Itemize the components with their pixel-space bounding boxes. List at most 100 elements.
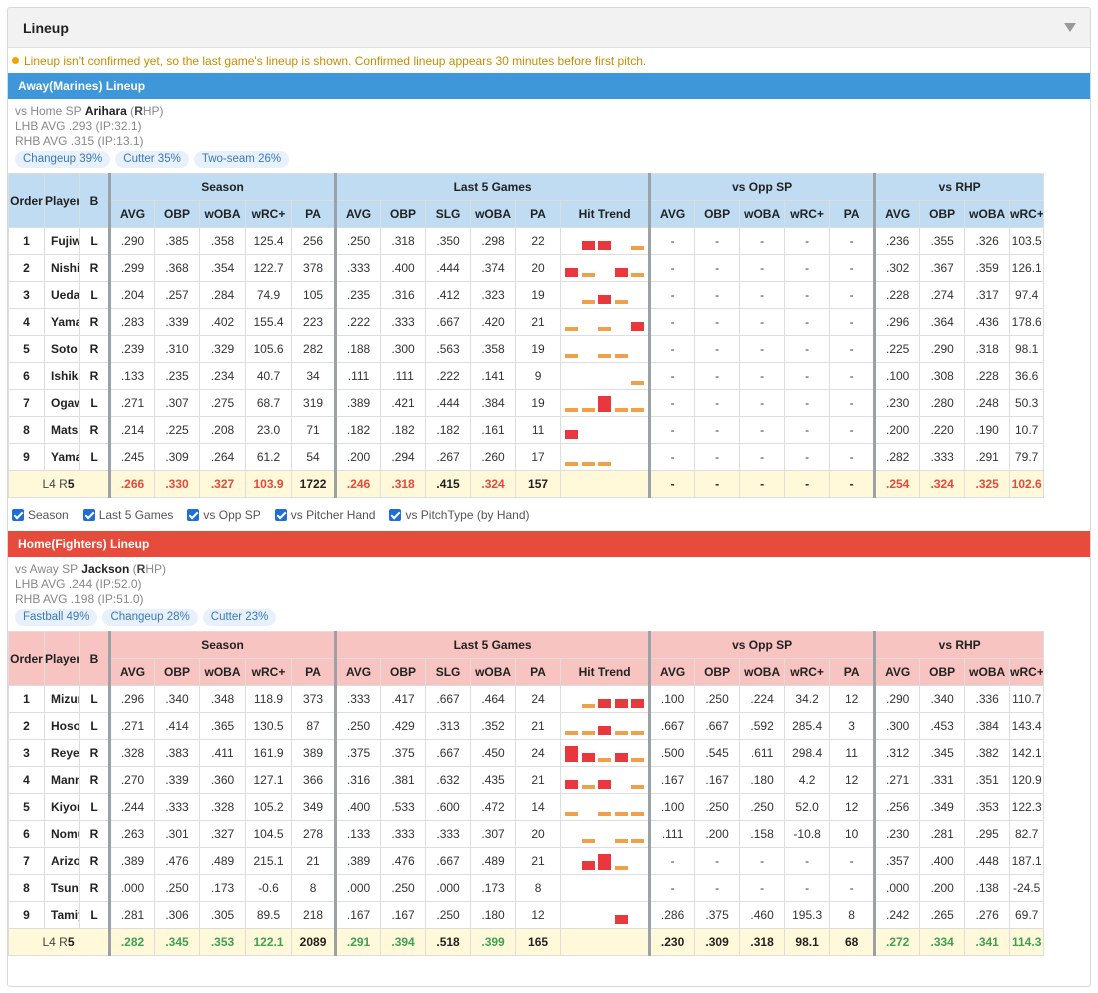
table-row[interactable]: 9TamiyaL.281.306.30589.5218.167.167.250.… [8, 901, 1045, 929]
table-row[interactable]: 1FujiwaraL.290.385.358125.4256.250.318.3… [8, 227, 1045, 255]
player-name[interactable]: Fujiwara [44, 227, 80, 255]
col-last5-woba[interactable]: wOBA [470, 200, 517, 228]
player-name[interactable]: Nishikawa [44, 254, 80, 282]
col-rhp-obp[interactable]: OBP [919, 658, 966, 686]
table-row[interactable]: 3 Ueda L .204.257.284 74.9 105.235.316.412.32… [8, 281, 1045, 309]
table-row[interactable]: 5 Soto R .239.310.329 105.6 282.188.300.563.3… [8, 335, 1045, 363]
lineup-header[interactable]: Lineup [8, 8, 1090, 48]
col-opp-obp[interactable]: OBP [694, 658, 741, 686]
group-season[interactable]: Season [107, 173, 337, 201]
player-name[interactable]: Reyes [44, 739, 80, 767]
col-last5-pa[interactable]: PA [515, 200, 562, 228]
player-name[interactable]: Ogawa [44, 389, 80, 417]
filter-vs-pitcher-hand[interactable]: vs Pitcher Hand [274, 508, 375, 522]
col-season-wrc[interactable]: wRC+ [245, 658, 292, 686]
filter-season[interactable]: Season [12, 508, 69, 522]
group-vs-rhp[interactable]: vs RHP [873, 631, 1045, 659]
col-opp-wrc[interactable]: wRC+ [784, 658, 831, 686]
col-last5-obp[interactable]: OBP [380, 658, 427, 686]
checkbox-checked-icon[interactable] [82, 508, 95, 521]
col-last5-woba[interactable]: wOBA [470, 658, 517, 686]
player-name[interactable]: Kiyomiya [44, 793, 80, 821]
table-row[interactable]: 2HosokawaL.271.414.365130.587.250.429.31… [8, 712, 1045, 740]
col-opp-pa[interactable]: PA [829, 200, 876, 228]
table-row[interactable]: 8TsuneyaR.000.250.173-0.68.000.250.000.1… [8, 874, 1045, 902]
sp-name[interactable]: Jackson [81, 562, 130, 576]
checkbox-checked-icon[interactable] [274, 508, 287, 521]
player-name[interactable]: Soto [44, 335, 80, 363]
player-name[interactable]: Mannami [44, 766, 80, 794]
filter-last-5-games[interactable]: Last 5 Games [82, 508, 173, 522]
col-last5-hittrend[interactable]: Hit Trend [560, 200, 651, 228]
col-rhp-avg[interactable]: AVG [873, 658, 921, 686]
group-vs-opp-sp[interactable]: vs Opp SP [648, 631, 876, 659]
player-name[interactable]: Ueda [44, 281, 80, 309]
player-name[interactable]: Tsuneya [44, 874, 80, 902]
col-season-avg[interactable]: AVG [108, 658, 155, 686]
col-last5-avg[interactable]: AVG [334, 200, 382, 228]
col-last5-pa[interactable]: PA [515, 658, 562, 686]
col-last5-slg[interactable]: SLG [425, 658, 472, 686]
col-season-woba[interactable]: wOBA [199, 658, 246, 686]
sp-name[interactable]: Arihara [84, 104, 127, 118]
col-rhp-woba[interactable]: wOBA [964, 658, 1011, 686]
player-name[interactable]: Yamaguchi [44, 308, 80, 336]
player-name[interactable]: Matsukawa [44, 416, 80, 444]
table-row[interactable]: 4MannamiR.270.339.360127.1366.316.381.63… [8, 766, 1045, 794]
col-rhp-wrc[interactable]: wRC+ [1009, 658, 1045, 686]
table-row[interactable]: 4YamaguchiR.283.339.402155.4223.222.333.… [8, 308, 1045, 336]
table-row[interactable]: 9YamasakiL.245.309.26461.254.200.294.267… [8, 443, 1045, 471]
col-rhp-woba[interactable]: wOBA [964, 200, 1011, 228]
table-row[interactable]: 7ArizonoR.389.476.489215.121.389.476.667… [8, 847, 1045, 875]
group-last5[interactable]: Last 5 Games [334, 631, 651, 659]
table-row[interactable]: 2NishikawaR.299.368.354122.7378.333.400.… [8, 254, 1045, 282]
table-row[interactable]: 7OgawaL.271.307.27568.7319.389.421.444.3… [8, 389, 1045, 417]
col-order[interactable]: Order [8, 631, 45, 686]
player-name[interactable]: Nomura [44, 820, 80, 848]
checkbox-checked-icon[interactable] [389, 508, 402, 521]
col-season-woba[interactable]: wOBA [199, 200, 246, 228]
checkbox-checked-icon[interactable] [12, 508, 24, 521]
col-season-obp[interactable]: OBP [154, 200, 200, 228]
player-name[interactable]: Tamiya [44, 901, 80, 929]
player-name[interactable]: Yamasaki [44, 443, 80, 471]
player-name[interactable]: Arizono [44, 847, 80, 875]
col-last5-avg[interactable]: AVG [334, 658, 382, 686]
group-last5[interactable]: Last 5 Games [334, 173, 651, 201]
col-season-pa[interactable]: PA [290, 200, 337, 228]
col-player[interactable]: Player [44, 631, 80, 686]
col-rhp-wrc[interactable]: wRC+ [1009, 200, 1045, 228]
table-row[interactable]: 6IshikawaR.133.235.23440.734.111.111.222… [8, 362, 1045, 390]
col-player[interactable]: Player [44, 173, 80, 228]
col-season-obp[interactable]: OBP [154, 658, 200, 686]
col-season-wrc[interactable]: wRC+ [245, 200, 292, 228]
group-vs-opp-sp[interactable]: vs Opp SP [648, 173, 876, 201]
col-last5-hittrend[interactable]: Hit Trend [560, 658, 651, 686]
player-name[interactable]: Mizuno [44, 685, 80, 713]
col-rhp-avg[interactable]: AVG [873, 200, 921, 228]
col-last5-slg[interactable]: SLG [425, 200, 472, 228]
player-name[interactable]: Ishikawa [44, 362, 80, 390]
table-row[interactable]: 1MizunoL.296.340.348118.9373.333.417.667… [8, 685, 1045, 713]
collapse-caret-icon[interactable] [1064, 23, 1076, 32]
col-rhp-obp[interactable]: OBP [919, 200, 966, 228]
col-opp-woba[interactable]: wOBA [739, 658, 786, 686]
col-opp-woba[interactable]: wOBA [739, 200, 786, 228]
col-bats[interactable]: B [79, 173, 110, 228]
col-opp-obp[interactable]: OBP [694, 200, 741, 228]
col-opp-avg[interactable]: AVG [648, 658, 696, 686]
filter-vs-pitchtype-by-hand-[interactable]: vs PitchType (by Hand) [389, 508, 530, 522]
group-season[interactable]: Season [107, 631, 337, 659]
table-row[interactable]: 3ReyesR.328.383.411161.9389.375.375.667.… [8, 739, 1045, 767]
col-opp-avg[interactable]: AVG [648, 200, 696, 228]
col-bats[interactable]: B [79, 631, 110, 686]
col-season-avg[interactable]: AVG [108, 200, 155, 228]
col-opp-pa[interactable]: PA [829, 658, 876, 686]
table-row[interactable]: 8MatsukawaR.214.225.20823.071.182.182.18… [8, 416, 1045, 444]
table-row[interactable]: 5KiyomiyaL.244.333.328105.2349.400.533.6… [8, 793, 1045, 821]
player-name[interactable]: Hosokawa [44, 712, 80, 740]
col-order[interactable]: Order [8, 173, 45, 228]
col-opp-wrc[interactable]: wRC+ [784, 200, 831, 228]
group-vs-rhp[interactable]: vs RHP [873, 173, 1045, 201]
table-row[interactable]: 6NomuraR.263.301.327104.5278.133.333.333… [8, 820, 1045, 848]
